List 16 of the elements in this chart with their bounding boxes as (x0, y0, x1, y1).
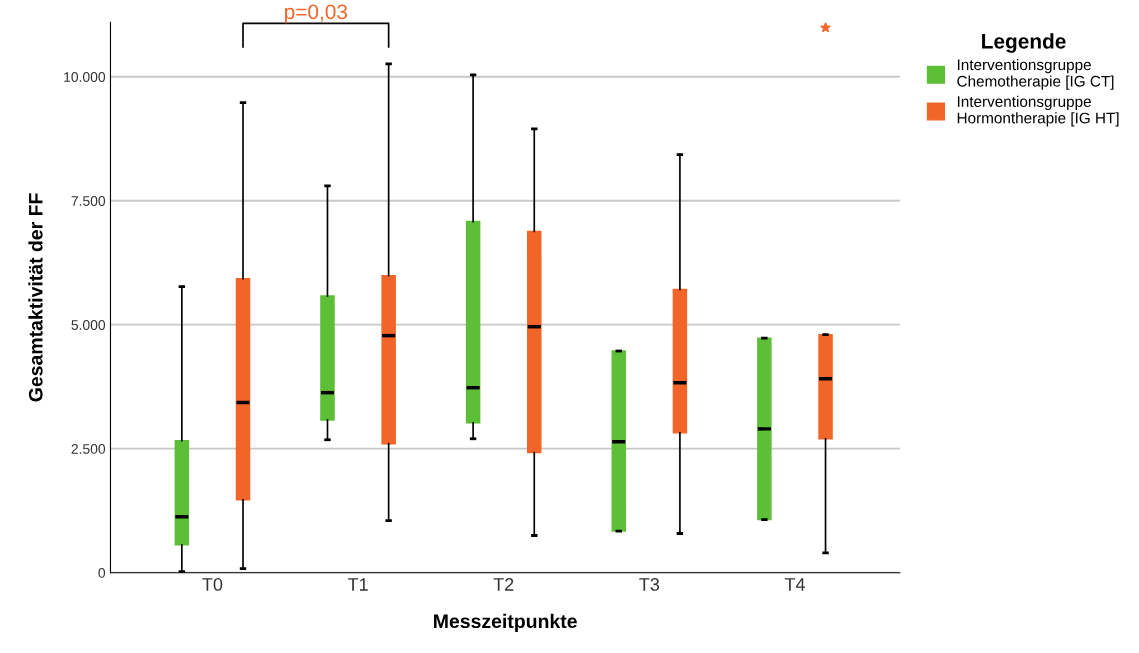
y-tick-label: 10.000 (64, 72, 106, 82)
y-tick-label: 5.000 (71, 320, 106, 330)
y-axis-title: Gesamtaktivität der FF (28, 193, 43, 402)
legend-title: Legende (982, 33, 1066, 53)
legend-label: Interventionsgruppe Hormontherapie [IG HT] (957, 95, 1119, 127)
y-tick-label: 7.500 (71, 196, 106, 206)
x-tick-label: T2 (493, 578, 514, 591)
y-tick-label: 2.500 (71, 444, 106, 454)
annotation: p=0,03 (285, 4, 348, 24)
x-axis-title: Messzeitpunkte (434, 613, 577, 632)
legend-label: Interventionsgruppe Chemotherapie [IG CT] (957, 58, 1114, 90)
y-tick-label: 0 (98, 568, 106, 578)
x-tick-label: T0 (202, 578, 223, 591)
x-tick-label: T4 (784, 578, 805, 591)
x-tick-label: T1 (347, 578, 368, 591)
x-tick-label: T3 (639, 578, 660, 591)
